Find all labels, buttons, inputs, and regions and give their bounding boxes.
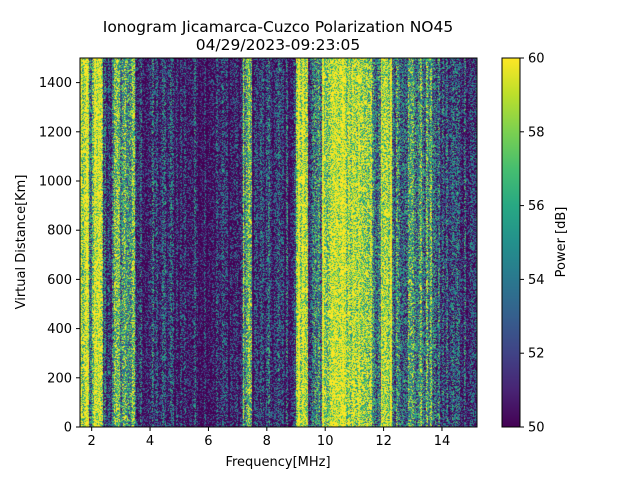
- x-tick-label: 6: [204, 434, 212, 449]
- x-tick-label: 14: [434, 434, 451, 449]
- y-tick-label: 200: [47, 371, 72, 386]
- colorbar-label: Power [dB]: [554, 207, 569, 278]
- y-tick-label: 800: [47, 224, 72, 239]
- y-tick-label: 0: [64, 421, 72, 436]
- colorbar-tick-label: 50: [528, 421, 545, 436]
- x-tick-label: 12: [375, 434, 392, 449]
- x-tick-label: 4: [146, 434, 154, 449]
- x-tick-label: 10: [317, 434, 334, 449]
- colorbar: 50 52 54 56 58 60 Power [dB]: [501, 52, 569, 436]
- chart-title-line2: 04/29/2023-09:23:05: [196, 36, 361, 54]
- colorbar-ticks: 50 52 54 56 58 60: [520, 52, 545, 436]
- y-tick-label: 600: [47, 273, 72, 288]
- heatmap-image: [80, 58, 477, 427]
- colorbar-tick-label: 54: [528, 273, 545, 288]
- colorbar-tick-label: 56: [528, 199, 545, 214]
- x-axis-label: Frequency[MHz]: [225, 455, 330, 470]
- y-tick-label: 1200: [39, 125, 72, 140]
- y-axis-label: Virtual Distance[Km]: [14, 175, 29, 310]
- chart-title-line1: Ionogram Jicamarca-Cuzco Polarization NO…: [103, 18, 453, 36]
- plot-frame: [79, 57, 478, 428]
- colorbar-tick-label: 52: [528, 347, 545, 362]
- x-axis: 2 4 6 8 10 12 14: [88, 427, 451, 449]
- y-axis: 0 200 400 600 800 1000 1200 1400: [39, 76, 80, 436]
- colorbar-tick-label: 58: [528, 125, 545, 140]
- plot-area: [79, 57, 478, 428]
- x-tick-label: 2: [88, 434, 96, 449]
- x-tick-label: 8: [263, 434, 271, 449]
- y-tick-label: 400: [47, 322, 72, 337]
- y-tick-label: 1000: [39, 175, 72, 190]
- colorbar-gradient: [502, 58, 520, 427]
- colorbar-tick-label: 60: [528, 52, 545, 67]
- y-tick-label: 1400: [39, 76, 72, 91]
- colorbar-frame: [501, 57, 521, 428]
